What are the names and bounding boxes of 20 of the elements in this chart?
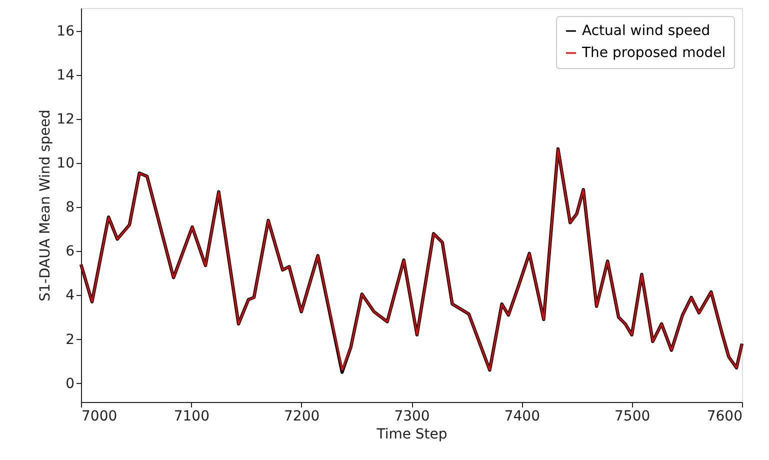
y-tick-label: 6 <box>66 244 75 260</box>
x-tick-label: 7200 <box>284 408 320 424</box>
legend-label: Actual wind speed <box>582 23 710 39</box>
y-tick-label: 0 <box>66 376 74 392</box>
x-tick-label: 7400 <box>504 408 540 424</box>
x-tick-label: 7000 <box>82 408 118 424</box>
x-axis-title: Time Step <box>376 426 448 442</box>
y-tick-label: 2 <box>66 332 74 348</box>
x-tick-label: 7600 <box>706 408 742 424</box>
legend-label: The proposed model <box>581 45 726 61</box>
y-tick-label: 16 <box>56 24 75 40</box>
x-tick-label: 7100 <box>174 408 210 424</box>
y-tick-label: 10 <box>56 156 74 172</box>
y-tick-label: 12 <box>56 112 74 128</box>
y-tick-label: 4 <box>66 288 75 304</box>
y-tick-label: 8 <box>66 200 74 216</box>
x-tick-label: 7500 <box>614 408 650 424</box>
y-axis-title: S1-DAUA Mean Wind speed <box>38 110 54 302</box>
x-tick-label: 7300 <box>394 408 430 424</box>
y-tick-label: 14 <box>56 68 75 84</box>
